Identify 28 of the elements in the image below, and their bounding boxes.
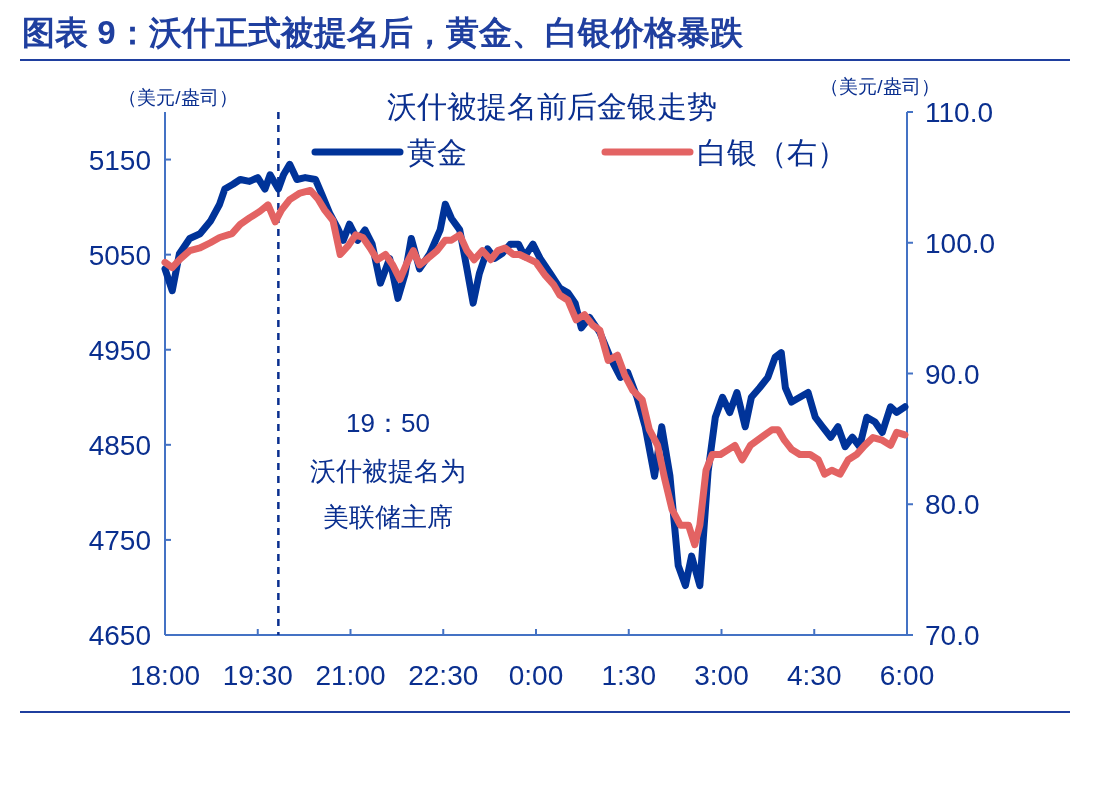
y-tick-label: 4650 — [88, 620, 151, 651]
x-tick-label: 1:30 — [601, 660, 656, 691]
y-tick-label: 4750 — [88, 524, 151, 556]
y2-tick-label: 80.0 — [925, 489, 980, 521]
y-tick-label: 4850 — [88, 429, 151, 461]
legend-label: 黄金 — [407, 136, 467, 169]
y2-tick-label: 90.0 — [925, 358, 980, 390]
x-tick-label: 0:00 — [508, 660, 564, 691]
legend-label: 白银（右） — [697, 136, 847, 169]
y2-tick-label: 70.0 — [925, 620, 980, 651]
chart-title: 图表 9：沃什正式被提名后，黄金、白银价格暴跌 — [22, 14, 744, 51]
x-tick-label: 4:30 — [787, 660, 842, 691]
x-tick-label: 21:00 — [315, 660, 386, 691]
annotation: 沃什被提名为美联储主席 — [310, 456, 466, 532]
y-axis-title: （美元/盎司） — [118, 87, 238, 108]
y-tick-label: 5150 — [88, 144, 151, 176]
y2-tick-label: 110.0 — [925, 97, 993, 128]
x-tick-label: 22:30 — [408, 660, 479, 691]
annotation: 19：50 — [346, 408, 430, 438]
y-tick-label: 4950 — [88, 334, 151, 366]
x-tick-label: 19:30 — [222, 660, 293, 691]
y2-axis-title: （美元/盎司） — [820, 76, 940, 97]
x-tick-label: 3:00 — [694, 660, 749, 691]
chart-subtitle: 沃什被提名前后金银走势 — [387, 90, 717, 123]
x-tick-label: 18:00 — [129, 660, 201, 691]
y-tick-label: 5050 — [88, 239, 151, 271]
y2-tick-label: 100.0 — [925, 227, 996, 259]
x-tick-label: 6:00 — [879, 660, 935, 691]
